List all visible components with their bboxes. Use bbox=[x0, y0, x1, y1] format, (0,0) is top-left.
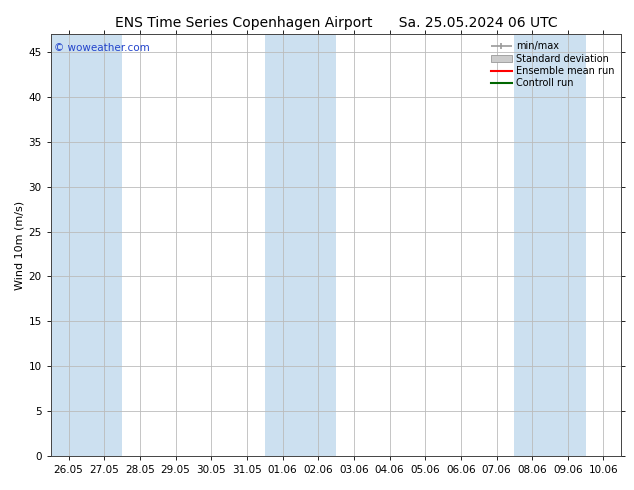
Title: ENS Time Series Copenhagen Airport      Sa. 25.05.2024 06 UTC: ENS Time Series Copenhagen Airport Sa. 2… bbox=[115, 16, 557, 30]
Legend: min/max, Standard deviation, Ensemble mean run, Controll run: min/max, Standard deviation, Ensemble me… bbox=[489, 39, 616, 90]
Bar bbox=[550, 34, 586, 456]
Y-axis label: Wind 10m (m/s): Wind 10m (m/s) bbox=[15, 200, 24, 290]
Text: © woweather.com: © woweather.com bbox=[53, 43, 150, 53]
Bar bbox=[86, 34, 122, 456]
Bar bbox=[51, 34, 86, 456]
Bar bbox=[514, 34, 550, 456]
Bar bbox=[301, 34, 336, 456]
Bar bbox=[264, 34, 301, 456]
